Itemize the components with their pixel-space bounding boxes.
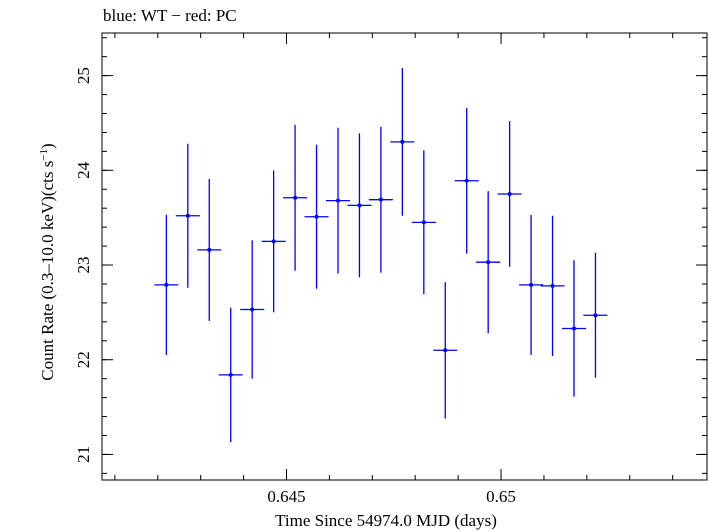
y-axis-label: Count Rate (0.3–10.0 keV)(cts s−1) — [38, 143, 57, 380]
data-point — [240, 240, 265, 379]
data-marker — [486, 260, 491, 265]
data-marker — [335, 198, 340, 203]
data-marker — [185, 213, 190, 218]
data-point — [476, 191, 501, 334]
y-axis-label-sup: −1 — [38, 149, 50, 161]
data-marker — [507, 191, 512, 196]
data-marker — [400, 139, 405, 144]
data-point — [519, 214, 544, 355]
data-marker — [164, 282, 169, 287]
y-axis-label-close: ) — [38, 143, 57, 149]
data-marker — [207, 247, 212, 252]
y-tick-label: 22 — [74, 351, 93, 368]
data-marker — [293, 195, 298, 200]
data-point — [325, 127, 351, 274]
data-marker — [314, 214, 319, 219]
chart-title: blue: WT − red: PC — [103, 6, 237, 25]
data-point — [411, 150, 436, 295]
data-point — [390, 68, 415, 216]
data-point — [583, 252, 608, 378]
y-tick-label: 24 — [74, 161, 93, 179]
data-marker — [421, 220, 426, 225]
data-point — [261, 170, 286, 313]
data-point — [197, 178, 222, 321]
data-point — [454, 107, 479, 254]
data-point — [497, 121, 522, 267]
data-point — [347, 133, 372, 278]
data-point — [283, 124, 308, 271]
data-marker — [550, 283, 555, 288]
data-marker — [271, 239, 276, 244]
data-marker — [378, 197, 383, 202]
data-series — [154, 68, 608, 443]
data-marker — [357, 203, 362, 208]
data-marker — [464, 178, 469, 183]
x-tick-label: 0.645 — [267, 487, 305, 506]
data-point — [540, 215, 565, 356]
x-tick-labels: 0.645 0.65 — [267, 487, 516, 506]
data-point — [433, 282, 458, 419]
y-axis-label-main: Count Rate (0.3–10.0 keV)(cts s — [38, 161, 57, 381]
data-point — [218, 307, 243, 443]
data-marker — [228, 372, 233, 377]
y-tick-label: 25 — [74, 67, 93, 84]
data-point — [154, 214, 179, 355]
data-marker — [529, 282, 534, 287]
y-tick-label: 23 — [74, 257, 93, 274]
y-tick-label: 21 — [74, 446, 93, 463]
data-marker — [571, 326, 576, 331]
data-point — [175, 143, 200, 288]
y-tick-labels: 21 22 23 24 25 — [74, 67, 93, 463]
x-tick-label: 0.65 — [486, 487, 516, 506]
axis-ticks — [102, 33, 707, 480]
data-marker — [250, 307, 255, 312]
x-axis-label: Time Since 54974.0 MJD (days) — [275, 511, 497, 530]
data-point — [368, 126, 393, 273]
data-point — [561, 260, 586, 397]
data-marker — [443, 348, 448, 353]
plot-frame — [101, 32, 708, 481]
data-point — [304, 144, 329, 289]
data-marker — [593, 313, 598, 318]
